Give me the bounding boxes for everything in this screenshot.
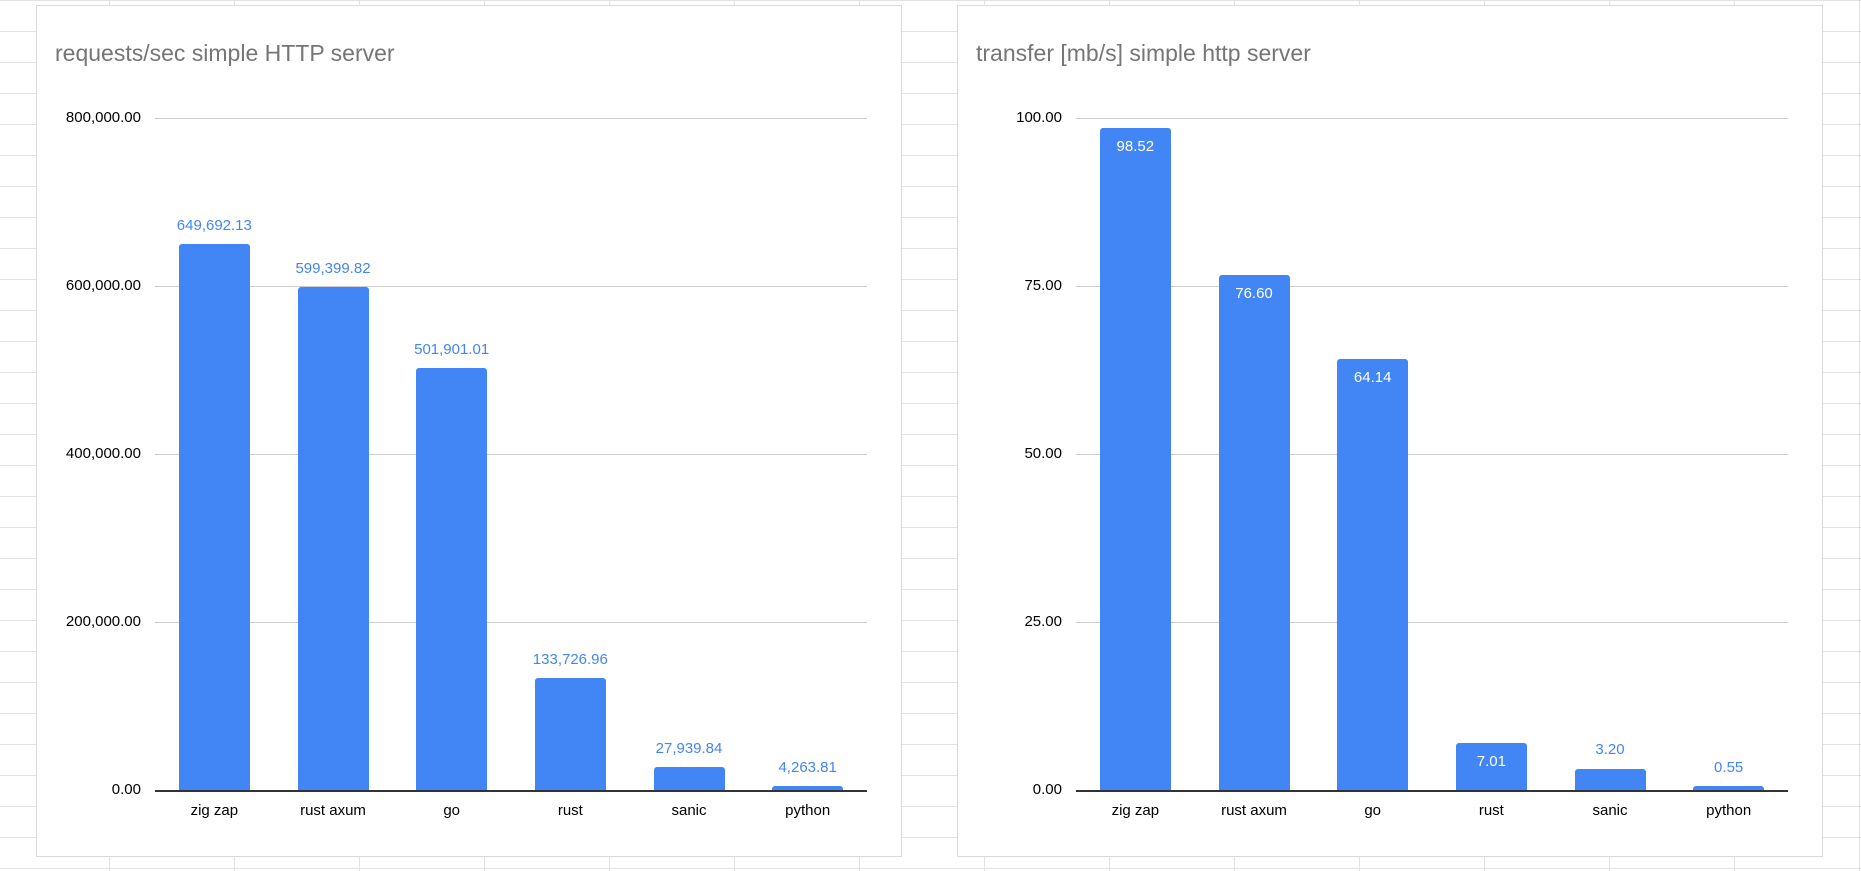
bar-value-label: 4,263.81 [778,759,837,777]
bar-zig-zap[interactable] [178,244,250,790]
plot-area: 98.52 zig zap 76.60 rust axum 64.14 go 7.01 rus… [1076,118,1788,819]
x-axis-category-label: sanic [1592,802,1628,819]
bar-rust-axum[interactable] [1218,275,1290,790]
bar-sanic[interactable] [1574,768,1646,790]
x-axis-category-label: zig zap [1111,802,1160,819]
bar-value-label: 76.60 [1235,285,1273,303]
y-gridline [1076,286,1788,287]
bar-zig-zap[interactable] [1099,127,1171,790]
y-axis-tick-label: 50.00 [1024,445,1062,462]
x-axis-category-label: python [785,802,831,819]
bar-go[interactable] [416,368,488,790]
y-axis-tick-label: 800,000.00 [65,109,141,126]
bar-value-label: 649,692.13 [176,217,252,235]
y-gridline [1076,622,1788,623]
x-axis-category-label: go [1364,802,1381,819]
bar-value-label: 98.52 [1116,137,1155,155]
x-axis-category-label: python [1706,802,1752,819]
bar-value-label: 7.01 [1476,752,1506,770]
x-axis-category-label: sanic [671,802,707,819]
y-axis-tick-label: 100.00 [1016,109,1062,126]
bar-value-label: 501,901.01 [414,341,490,359]
bar-value-label: 0.55 [1714,759,1744,777]
chart-panel-transfer-mbs[interactable]: transfer [mb/s] simple http server 98.52… [957,5,1823,857]
bar-value-label: 599,399.82 [295,259,371,277]
y-axis-tick-label: 200,000.00 [65,613,141,630]
chart-panel-requests-per-sec[interactable]: requests/sec simple HTTP server 649,692.… [36,5,902,857]
chart-title: requests/sec simple HTTP server [55,40,395,66]
bar-rust-axum[interactable] [297,286,369,790]
bar-value-label: 27,939.84 [655,739,723,757]
y-gridline [155,454,867,455]
y-gridline [155,286,867,287]
bar-python[interactable] [772,786,844,790]
bar-go[interactable] [1337,358,1409,790]
x-axis-category-label: rust axum [300,802,366,819]
y-axis-tick-label: 0.00 [1032,781,1062,798]
bar-value-label: 133,726.96 [532,650,608,668]
y-axis-tick-label: 0.00 [111,781,141,798]
bar-value-label: 64.14 [1353,368,1392,386]
chart-title: transfer [mb/s] simple http server [976,40,1311,66]
y-gridline [1076,118,1788,119]
bar-rust[interactable] [1455,742,1527,790]
plot-area: 649,692.13 zig zap 599,399.82 rust axum 501,… [155,118,867,819]
x-axis-category-label: go [443,802,460,819]
y-axis-tick-label: 25.00 [1024,613,1062,630]
y-axis-tick-label: 400,000.00 [65,445,141,462]
x-axis-category-label: rust axum [1221,802,1287,819]
x-axis-category-label: rust [1478,802,1504,819]
x-axis-category-label: rust [557,802,583,819]
y-gridline [155,118,867,119]
y-axis-tick-label: 75.00 [1024,277,1062,294]
y-axis-tick-label: 600,000.00 [65,277,141,294]
y-gridline [155,622,867,623]
x-axis-category-label: zig zap [190,802,239,819]
y-gridline [1076,454,1788,455]
bar-value-label: 3.20 [1595,741,1625,759]
bar-python[interactable] [1693,786,1765,790]
bar-rust[interactable] [534,677,606,790]
bar-sanic[interactable] [653,766,725,790]
